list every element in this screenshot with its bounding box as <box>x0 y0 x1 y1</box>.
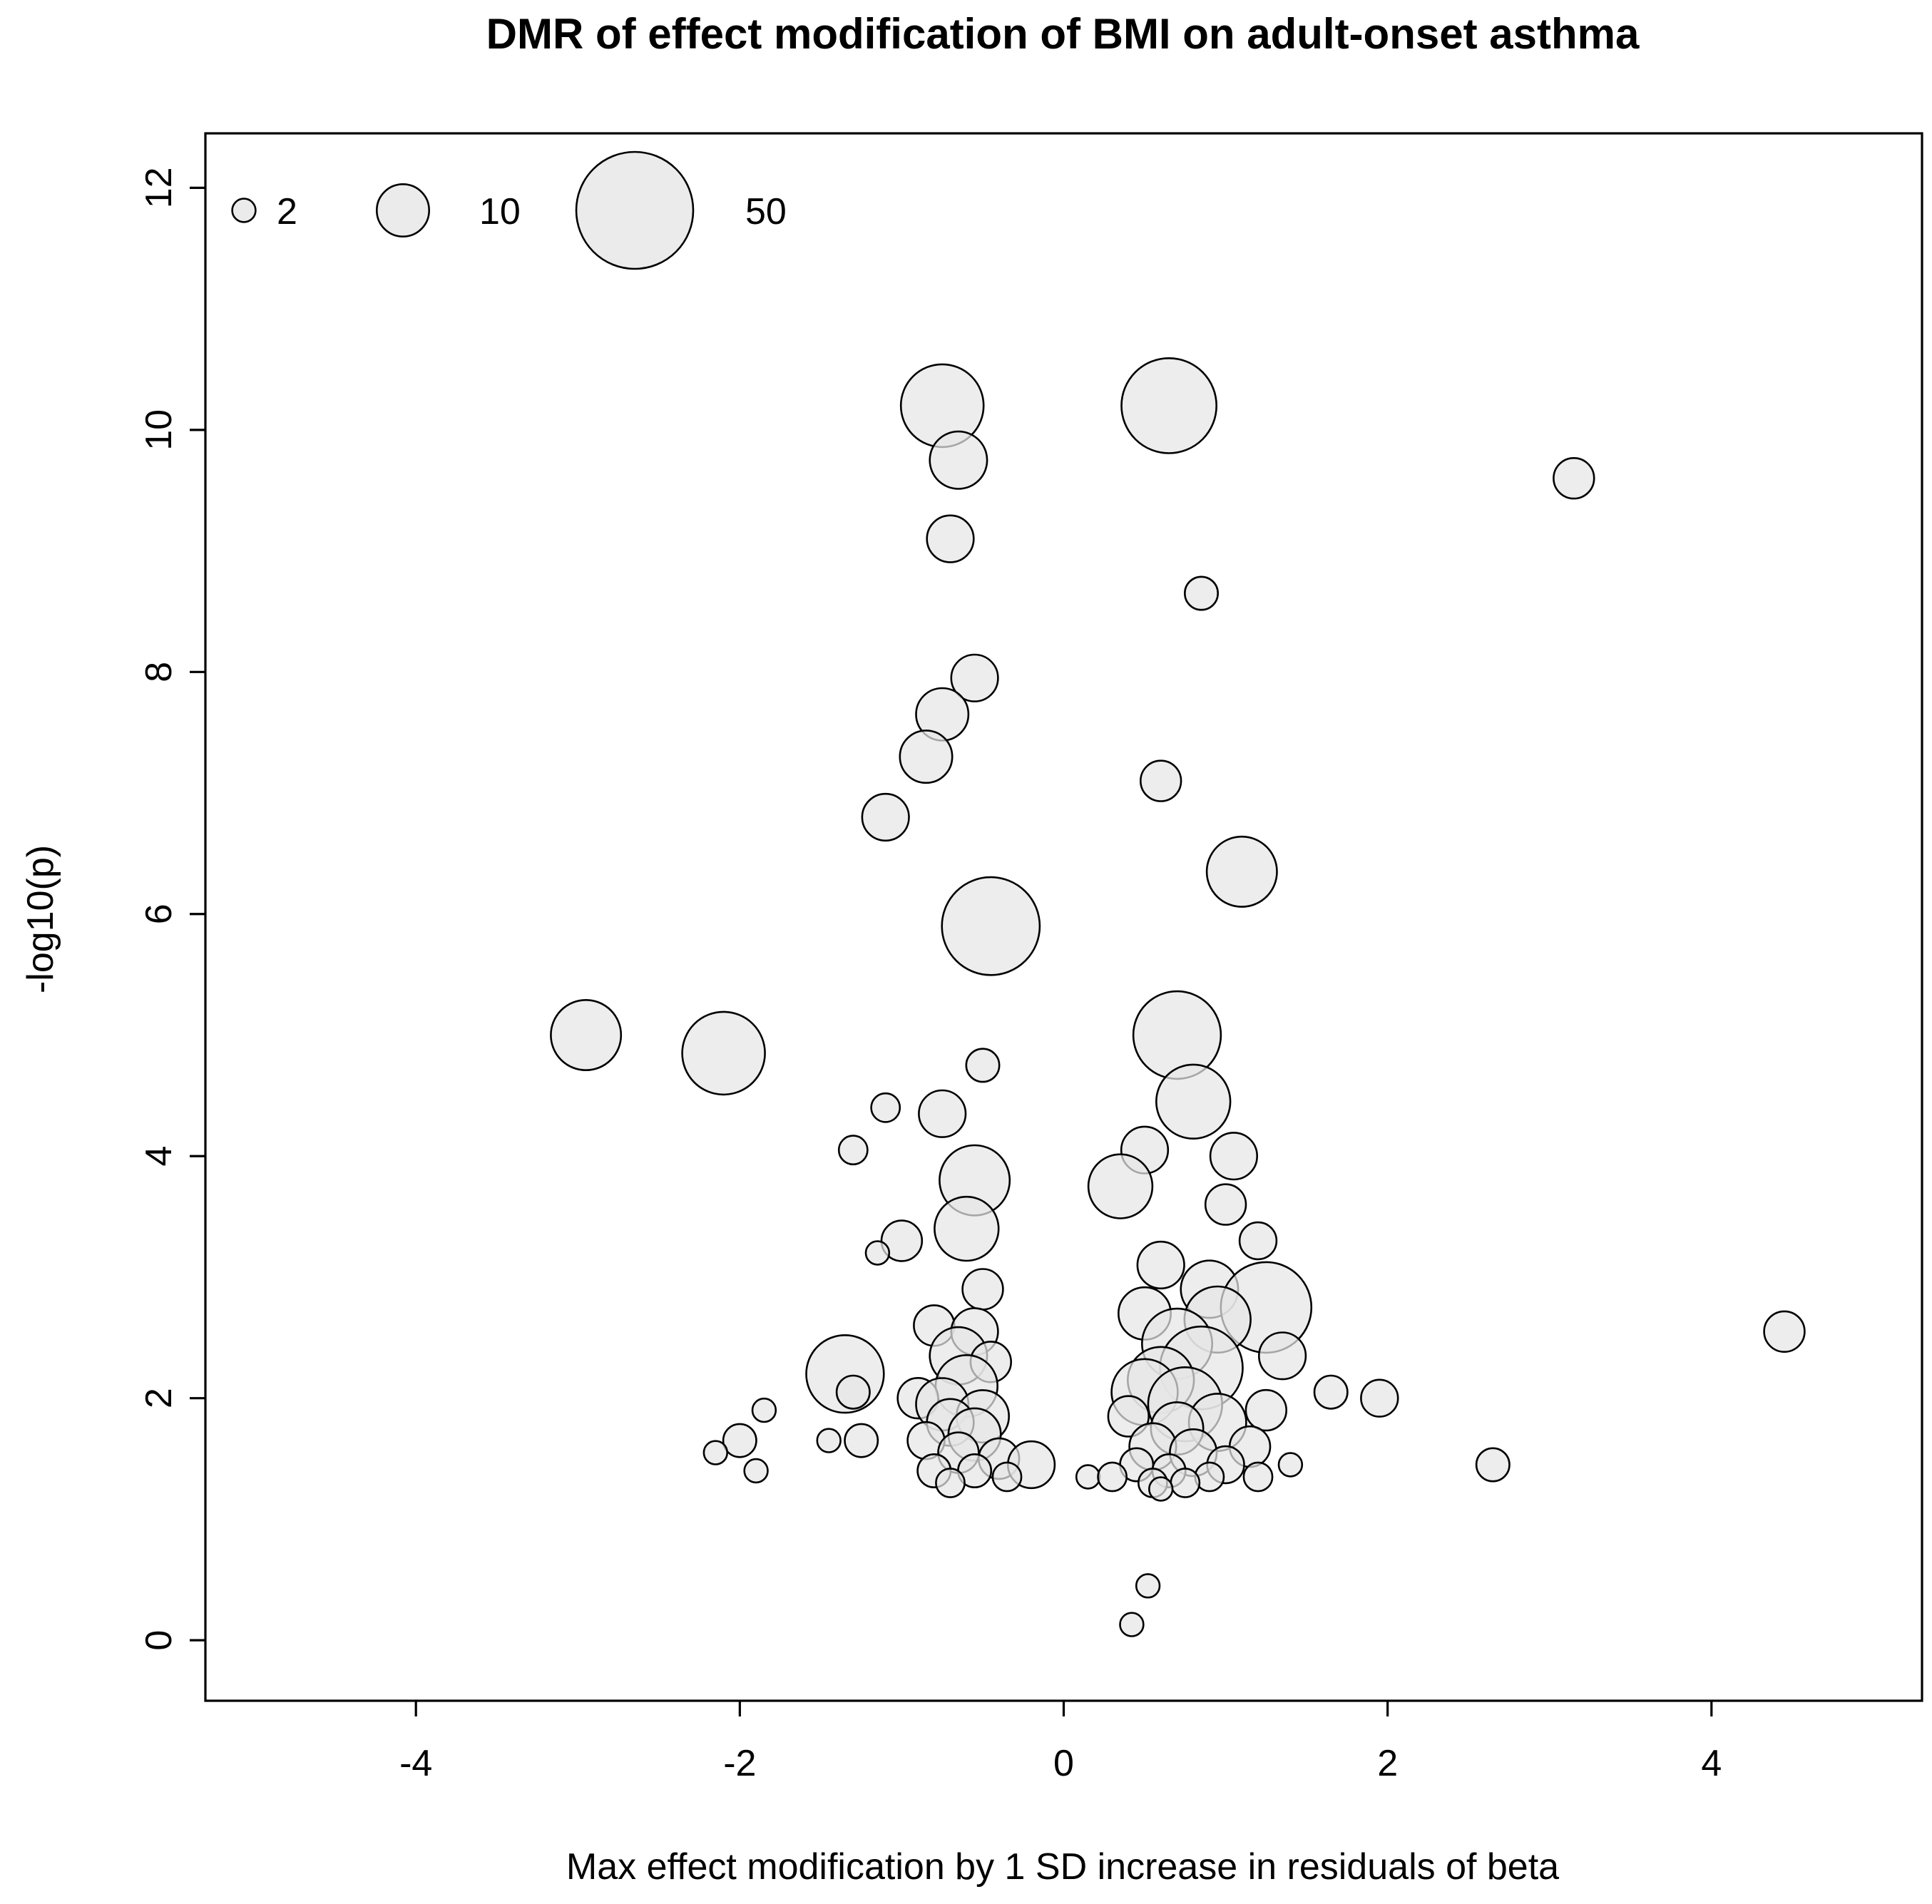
data-bubble <box>1170 1468 1201 1498</box>
y-tick-label: 6 <box>138 904 180 924</box>
data-bubble <box>844 1423 879 1458</box>
data-bubble <box>1475 1447 1511 1483</box>
data-bubble <box>899 730 954 784</box>
x-axis-label: Max effect modification by 1 SD increase… <box>566 1846 1559 1888</box>
data-bubble <box>1136 1240 1185 1290</box>
data-bubble <box>1277 1452 1304 1478</box>
legend-bubble <box>231 198 257 223</box>
data-bubble <box>1204 1183 1247 1226</box>
data-bubble <box>965 1048 1001 1083</box>
y-tick-label: 0 <box>138 1630 180 1651</box>
data-bubble <box>1155 1063 1232 1140</box>
data-bubble <box>961 1268 1004 1311</box>
data-bubble <box>816 1428 842 1453</box>
data-bubble <box>722 1423 757 1458</box>
data-bubble <box>1238 1221 1278 1261</box>
legend-bubble <box>575 150 695 270</box>
data-bubble <box>935 1468 966 1498</box>
y-tick-label: 10 <box>138 409 180 451</box>
x-tick-label: -2 <box>723 1743 756 1784</box>
data-bubble <box>991 1461 1023 1493</box>
data-bubble <box>837 1135 869 1166</box>
data-bubble <box>835 1374 871 1410</box>
data-bubble <box>681 1010 766 1096</box>
data-bubble <box>1360 1378 1399 1418</box>
data-bubble <box>1242 1461 1274 1493</box>
data-bubble <box>1184 575 1220 611</box>
bubbles-layer <box>550 357 1806 1637</box>
data-bubble <box>861 792 910 842</box>
data-bubble <box>934 1195 1000 1262</box>
data-bubble <box>1763 1310 1806 1353</box>
y-tick-label: 4 <box>138 1146 180 1167</box>
y-axis: 0 2 4 6 8 10 12 <box>138 167 205 1651</box>
y-tick-label: 8 <box>138 662 180 682</box>
data-bubble <box>1553 456 1595 500</box>
size-legend: 2 10 50 <box>231 150 787 270</box>
data-bubble <box>1075 1464 1101 1490</box>
x-tick-label: -4 <box>399 1743 432 1784</box>
data-bubble <box>864 1240 891 1266</box>
data-bubble <box>880 1219 924 1262</box>
legend-bubble <box>375 183 430 237</box>
data-bubble <box>1132 990 1222 1080</box>
data-bubble <box>1257 1331 1307 1381</box>
data-bubble <box>550 999 623 1072</box>
x-tick-label: 0 <box>1053 1743 1074 1784</box>
x-axis: -4 -2 0 2 4 <box>399 1701 1722 1784</box>
y-tick-label: 12 <box>138 167 180 208</box>
data-bubble <box>751 1397 777 1423</box>
data-bubble <box>1244 1388 1288 1432</box>
y-tick-label: 2 <box>138 1388 180 1408</box>
data-bubble <box>1139 759 1182 802</box>
data-bubble <box>1097 1461 1128 1493</box>
data-bubble <box>870 1092 901 1123</box>
legend-label: 10 <box>479 191 521 232</box>
data-bubble <box>1135 1573 1161 1599</box>
plot-frame <box>204 132 1923 1702</box>
data-bubble <box>743 1458 769 1484</box>
data-bubble <box>918 1089 967 1138</box>
data-bubble <box>950 653 999 702</box>
data-bubble <box>1148 1476 1174 1502</box>
data-bubble <box>1087 1153 1154 1219</box>
data-bubble <box>702 1440 728 1465</box>
data-bubble <box>929 430 988 490</box>
data-bubble <box>1120 357 1217 454</box>
legend-label: 50 <box>745 191 787 232</box>
x-tick-label: 2 <box>1377 1743 1398 1784</box>
data-bubble <box>1119 1612 1145 1637</box>
data-bubble <box>1205 835 1278 908</box>
data-bubble <box>926 514 975 563</box>
y-axis-label: -log10(p) <box>20 845 61 993</box>
data-bubble <box>1313 1374 1349 1410</box>
legend-label: 2 <box>277 191 297 232</box>
chart-title: DMR of effect modification of BMI on adu… <box>486 10 1640 58</box>
data-bubble <box>941 876 1041 976</box>
x-tick-label: 4 <box>1701 1743 1722 1784</box>
data-bubble <box>1107 1395 1150 1438</box>
data-bubble <box>1209 1132 1258 1181</box>
